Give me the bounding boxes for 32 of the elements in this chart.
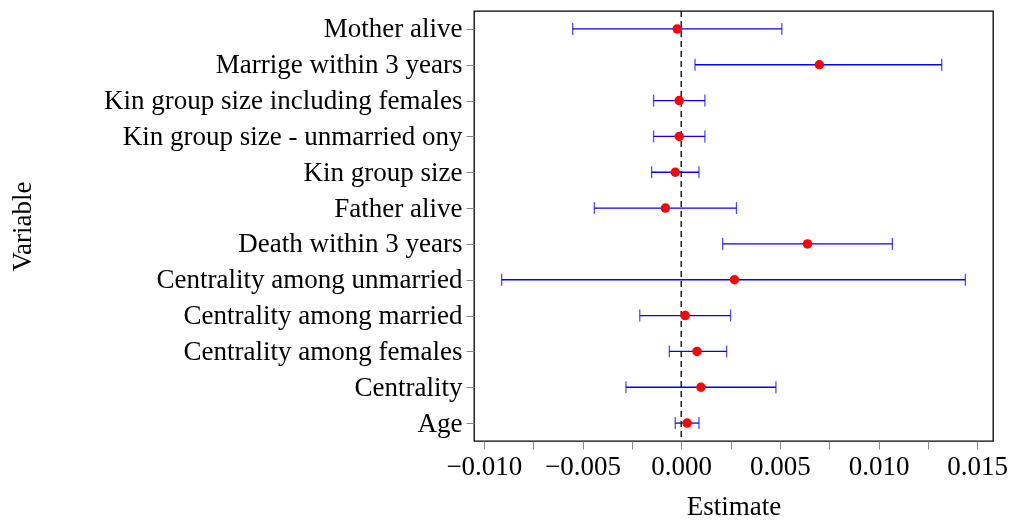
x-tick-label: 0.005 [750, 450, 811, 481]
x-tick-label: 0.015 [947, 450, 1009, 481]
y-tick-label: Kin group size [303, 156, 463, 187]
x-tick-label: 0.000 [651, 450, 713, 481]
y-tick-label: Centrality among females [183, 335, 463, 366]
point [660, 203, 671, 213]
point [682, 418, 692, 428]
x-tick-label: −0.010 [446, 450, 523, 481]
point [680, 310, 690, 321]
point [692, 346, 702, 357]
point [696, 382, 706, 392]
y-tick-label: Kin group size including females [104, 85, 463, 116]
y-tick-label: Centrality among unmarried [156, 264, 463, 295]
x-tick-label: 0.010 [848, 450, 910, 481]
x-axis-title: Estimate [686, 490, 782, 521]
point [802, 239, 813, 249]
point [674, 131, 684, 142]
y-axis-title: Variable [6, 181, 37, 272]
y-tick-label: Father alive [334, 192, 463, 223]
point [672, 24, 682, 34]
point [814, 60, 825, 70]
y-tick-label: Centrality [354, 371, 463, 402]
y-tick-label: Kin group size - unmarried ony [122, 120, 463, 151]
y-tick-label: Marrige within 3 years [215, 49, 463, 80]
y-tick-label: Age [417, 407, 463, 438]
y-tick-label: Centrality among married [183, 300, 463, 331]
x-tick-label: −0.005 [545, 450, 622, 481]
y-tick-label: Mother alive [323, 13, 463, 44]
y-tick-label: Death within 3 years [238, 228, 463, 259]
point [670, 167, 681, 177]
point [729, 275, 740, 285]
point [674, 95, 684, 106]
